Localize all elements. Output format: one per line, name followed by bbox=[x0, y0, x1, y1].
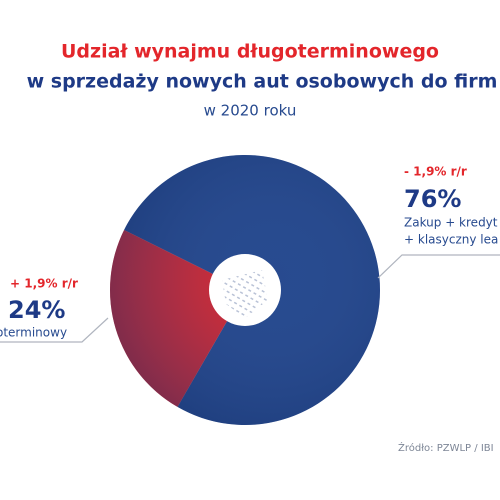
description: Zakup + kredyt bbox=[404, 216, 498, 230]
chart-subtitle: w 2020 roku bbox=[204, 102, 297, 120]
change-label: - 1,9% r/r bbox=[404, 165, 467, 179]
chart-title: Udział wynajmu długoterminowego bbox=[61, 41, 439, 63]
value-label: 24% bbox=[8, 296, 65, 324]
leader-line bbox=[377, 254, 500, 279]
description: + klasyczny lea bbox=[404, 233, 498, 247]
source: Źródło: PZWLP / IBI bbox=[398, 441, 494, 454]
chart-title-line2: w sprzedaży nowych aut osobowych do firm bbox=[27, 71, 498, 93]
value-label: 76% bbox=[404, 185, 461, 213]
center-icon bbox=[222, 270, 268, 318]
leader-line bbox=[0, 317, 109, 343]
change-label: + 1,9% r/r bbox=[10, 277, 78, 291]
description: oterminowy bbox=[0, 326, 67, 340]
